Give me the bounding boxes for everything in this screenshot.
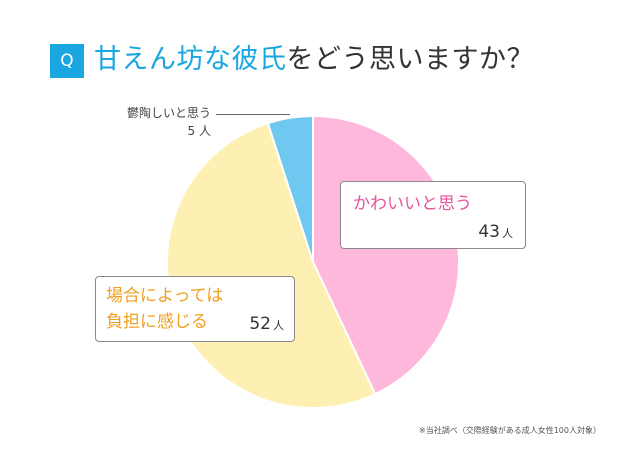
callout-baai-line2: 負担に感じる — [106, 312, 208, 332]
callout-baai-line1: 場合によっては — [106, 286, 224, 306]
page-title: 甘えん坊な彼氏をどう思いますか？ — [94, 40, 534, 80]
callout-kawaii: かわいいと思う 43 人 — [340, 181, 526, 249]
slice-label-uttoushii: 鬱陶しいと思う 5 人 — [127, 105, 211, 139]
callout-kawaii-label: かわいいと思う — [353, 194, 472, 214]
pie-slice-2 — [266, 114, 314, 263]
callout-baai: 場合によっては 負担に感じる 52 人 — [95, 276, 295, 342]
leader-line — [216, 114, 290, 115]
question-badge: Q — [50, 44, 84, 78]
slice-label-uttoushii-count: 5 人 — [187, 124, 211, 138]
callout-kawaii-count: 43 人 — [478, 222, 513, 242]
title-rest: をどう思いますか？ — [286, 44, 534, 75]
source-note: ※当社調べ（交際経験がある成人女性100人対象） — [419, 426, 601, 435]
title-emphasis: 甘えん坊な彼氏 — [94, 44, 287, 75]
callout-baai-label: 場合によっては 負担に感じる — [106, 283, 223, 335]
slice-label-uttoushii-text: 鬱陶しいと思う — [126, 106, 211, 120]
callout-baai-count: 52 人 — [249, 314, 284, 334]
